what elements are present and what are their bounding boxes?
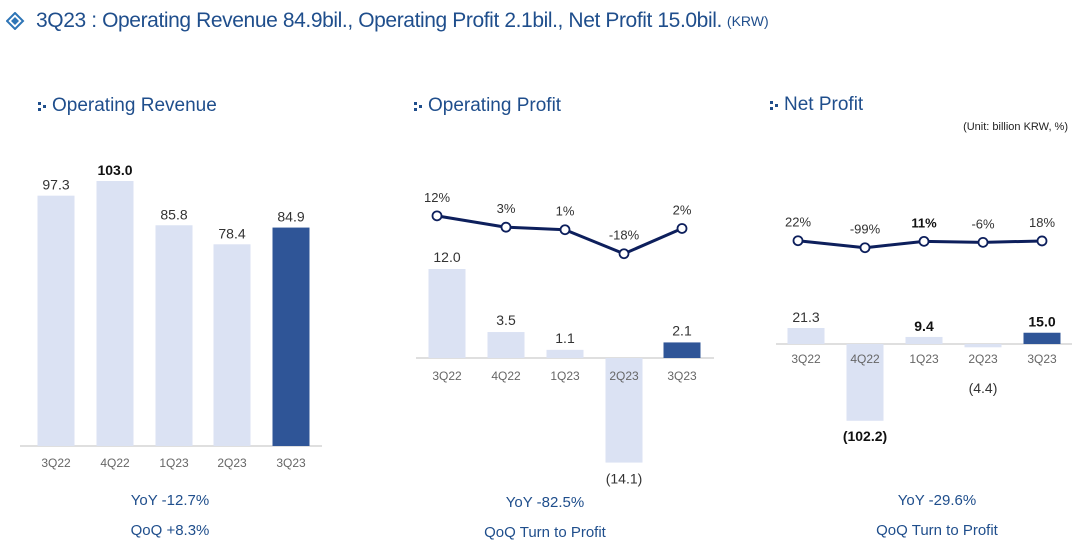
net-profit-margin-label: 22% (785, 215, 811, 230)
revenue-tick-label: 1Q23 (159, 456, 189, 470)
op-profit-tick-label: 3Q22 (432, 369, 462, 383)
op-profit-margin-point (676, 223, 688, 234)
op-profit-tick-label: 4Q22 (491, 369, 521, 383)
op-profit-value-label: 2.1 (672, 322, 692, 338)
net-profit-panel-title: Net Profit (768, 94, 863, 116)
net-profit-title-text: Net Profit (784, 94, 864, 115)
op-profit-panel-title: Operating Profit (412, 95, 561, 117)
net-profit-tick-label: 3Q22 (791, 352, 821, 366)
op-profit-margin-label: 3% (497, 201, 516, 216)
op-profit-bar (428, 269, 466, 358)
op-profit-margin-label: 1% (556, 204, 575, 219)
net-profit-margin-point (918, 235, 930, 247)
net-profit-value-label: (4.4) (969, 380, 998, 396)
op-profit-bar (605, 358, 643, 463)
revenue-qoq: QoQ +8.3% (130, 522, 210, 539)
op-profit-margin-point (500, 221, 512, 233)
net-profit-margin-label: 11% (911, 215, 937, 230)
revenue-tick-label: 3Q23 (276, 456, 306, 470)
revenue-summary: YoY -12.7% QoQ +8.3% (100, 486, 240, 546)
unit-note: (Unit: billion KRW, %) (963, 121, 1068, 133)
revenue-bar (96, 181, 134, 446)
currency-unit: (KRW) (726, 13, 769, 29)
revenue-bar (272, 227, 310, 446)
net-profit-tick-label: 1Q23 (909, 352, 939, 366)
op-profit-value-label: 1.1 (555, 330, 575, 346)
op-profit-title-text: Operating Profit (428, 95, 562, 116)
op-profit-margin-point (618, 248, 630, 260)
net-profit-bar (905, 336, 943, 344)
net-profit-bar (787, 328, 825, 344)
net-profit-value-label: 15.0 (1028, 314, 1055, 330)
op-profit-value-label: 12.0 (433, 249, 460, 265)
net-profit-margin-point (977, 236, 989, 248)
diamond-icon (6, 12, 25, 30)
op-profit-tick-label: 3Q23 (667, 369, 697, 383)
net-profit-value-label: (102.2) (843, 428, 887, 444)
op-profit-bar (663, 342, 701, 358)
op-profit-bar (546, 349, 584, 358)
revenue-value-label: 97.3 (42, 177, 69, 193)
net-profit-tick-label: 4Q22 (850, 352, 880, 366)
op-profit-yoy: YoY -82.5% (505, 494, 585, 511)
revenue-tick-label: 2Q23 (217, 456, 247, 470)
op-profit-margin-point (559, 224, 571, 236)
op-profit-value-label: (14.1) (606, 471, 643, 487)
revenue-bar (213, 244, 251, 446)
net-profit-margin-point (1036, 235, 1048, 247)
revenue-bar (155, 225, 193, 446)
net-profit-margin-point (859, 242, 871, 254)
revenue-value-label: 84.9 (277, 209, 304, 225)
revenue-value-label: 78.4 (218, 225, 245, 241)
op-profit-tick-label: 2Q23 (609, 369, 639, 383)
net-profit-qoq: QoQ Turn to Profit (876, 522, 998, 539)
net-profit-margin-label: 18% (1029, 215, 1055, 230)
op-profit-margin-label: 12% (424, 190, 450, 205)
net-profit-bar (964, 344, 1002, 348)
net-profit-value-label: 21.3 (792, 309, 819, 325)
revenue-tick-label: 3Q22 (41, 456, 71, 470)
revenue-value-label: 85.8 (160, 206, 187, 222)
page-title: 3Q23 : Operating Revenue 84.9bil., Opera… (36, 9, 722, 32)
dots-bullet-icon (770, 101, 778, 110)
op-profit-tick-label: 1Q23 (550, 369, 580, 383)
revenue-yoy: YoY -12.7% (130, 492, 210, 509)
net-profit-margin-point (792, 235, 804, 247)
op-profit-margin-label: 2% (673, 202, 692, 217)
net-profit-yoy: YoY -29.6% (897, 492, 977, 509)
op-profit-margin-point (431, 210, 443, 222)
op-profit-qoq: QoQ Turn to Profit (484, 524, 606, 541)
op-profit-value-label: 3.5 (496, 312, 516, 328)
revenue-panel-title: Operating Revenue (36, 95, 217, 117)
dots-bullet-icon (38, 102, 46, 111)
op-profit-bar (487, 332, 525, 358)
net-profit-bar (1023, 332, 1061, 344)
net-profit-tick-label: 3Q23 (1027, 352, 1057, 366)
op-profit-summary: YoY -82.5% QoQ Turn to Profit (465, 488, 625, 547)
net-profit-margin-label: -99% (850, 222, 881, 237)
op-profit-margin-label: -18% (609, 228, 640, 243)
net-profit-margin-label: -6% (971, 216, 995, 231)
revenue-value-label: 103.0 (97, 162, 132, 178)
net-profit-bar (846, 344, 884, 421)
revenue-tick-label: 4Q22 (100, 456, 130, 470)
page-header: 3Q23 : Operating Revenue 84.9bil., Opera… (6, 8, 769, 34)
dots-bullet-icon (414, 102, 422, 111)
revenue-bar (37, 195, 75, 446)
net-profit-tick-label: 2Q23 (968, 352, 998, 366)
net-profit-summary: YoY -29.6% QoQ Turn to Profit (857, 486, 1017, 546)
net-profit-value-label: 9.4 (914, 318, 934, 334)
revenue-title-text: Operating Revenue (52, 95, 217, 116)
